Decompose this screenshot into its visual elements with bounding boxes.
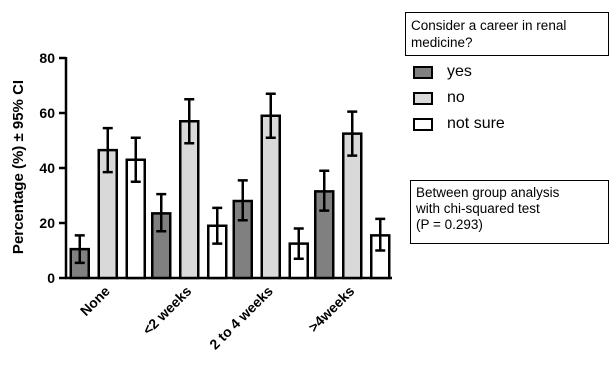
bars	[69, 92, 391, 280]
annotation-box: Between group analysis with chi-squared …	[410, 180, 609, 244]
y-tick-label: 40	[39, 160, 55, 176]
x-tick-label: >4weeks	[305, 283, 357, 335]
y-axis-title: Percentage (%) ± 95% CI	[10, 80, 27, 254]
y-tick-label: 80	[39, 50, 55, 66]
legend-title: Consider a career in renal medicine?	[405, 12, 609, 56]
legend-swatch-not-sure	[413, 118, 433, 131]
y-tick-label: 0	[47, 270, 55, 286]
y-tick-label: 20	[39, 215, 55, 231]
legend-label-no: no	[447, 89, 465, 106]
x-tick-label: 2 to 4 weeks	[206, 283, 276, 353]
legend-label-not-sure: not sure	[447, 115, 505, 132]
x-tick-label: <2 weeks	[139, 283, 194, 338]
x-tick-label: None	[77, 283, 113, 319]
annotation-line-3: (P = 0.293)	[416, 217, 483, 232]
legend-swatch-no	[413, 92, 433, 105]
annotation-line-2: with chi-squared test	[416, 201, 540, 216]
annotation-line-1: Between group analysis	[416, 185, 560, 200]
legend-swatch-yes	[413, 66, 433, 79]
x-tick-labels: None <2 weeks 2 to 4 weeks >4weeks	[77, 283, 358, 353]
axes: 0 20 40 60 80	[39, 50, 392, 286]
legend-label-yes: yes	[447, 63, 472, 80]
bar-no	[260, 114, 281, 280]
bar-no	[179, 120, 200, 280]
y-tick-label: 60	[39, 105, 55, 121]
